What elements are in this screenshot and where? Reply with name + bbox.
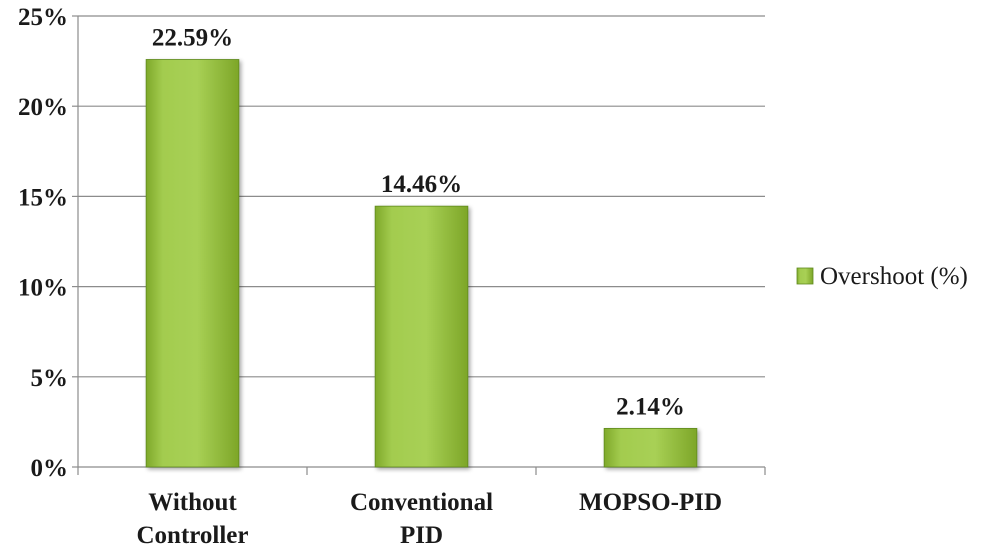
bars [145,59,698,468]
labels: 0% 5% 10% 15% 20% 25% 22.59% Without Controller 1… [18,4,722,549]
y-tick-label: 0% [31,455,69,482]
bar [374,205,469,468]
data-label: 14.46% [381,171,462,198]
legend: Overshoot (%) [796,263,968,290]
category-label: Without [148,489,237,516]
data-label: 22.59% [152,24,233,51]
category-label: Controller [136,522,248,549]
legend-swatch [796,267,814,285]
category-label: MOPSO-PID [579,489,722,516]
category-label: Conventional [350,489,493,516]
y-tick-label: 25% [18,4,68,31]
category-label: PID [400,522,443,549]
bar [603,427,698,468]
y-tick-label: 5% [31,365,69,392]
data-label: 2.14% [616,393,685,420]
y-tick-label: 15% [18,184,68,211]
y-tick-label: 20% [18,94,68,121]
legend-label: Overshoot (%) [820,263,968,290]
bar [145,59,240,468]
y-tick-label: 10% [18,275,68,302]
